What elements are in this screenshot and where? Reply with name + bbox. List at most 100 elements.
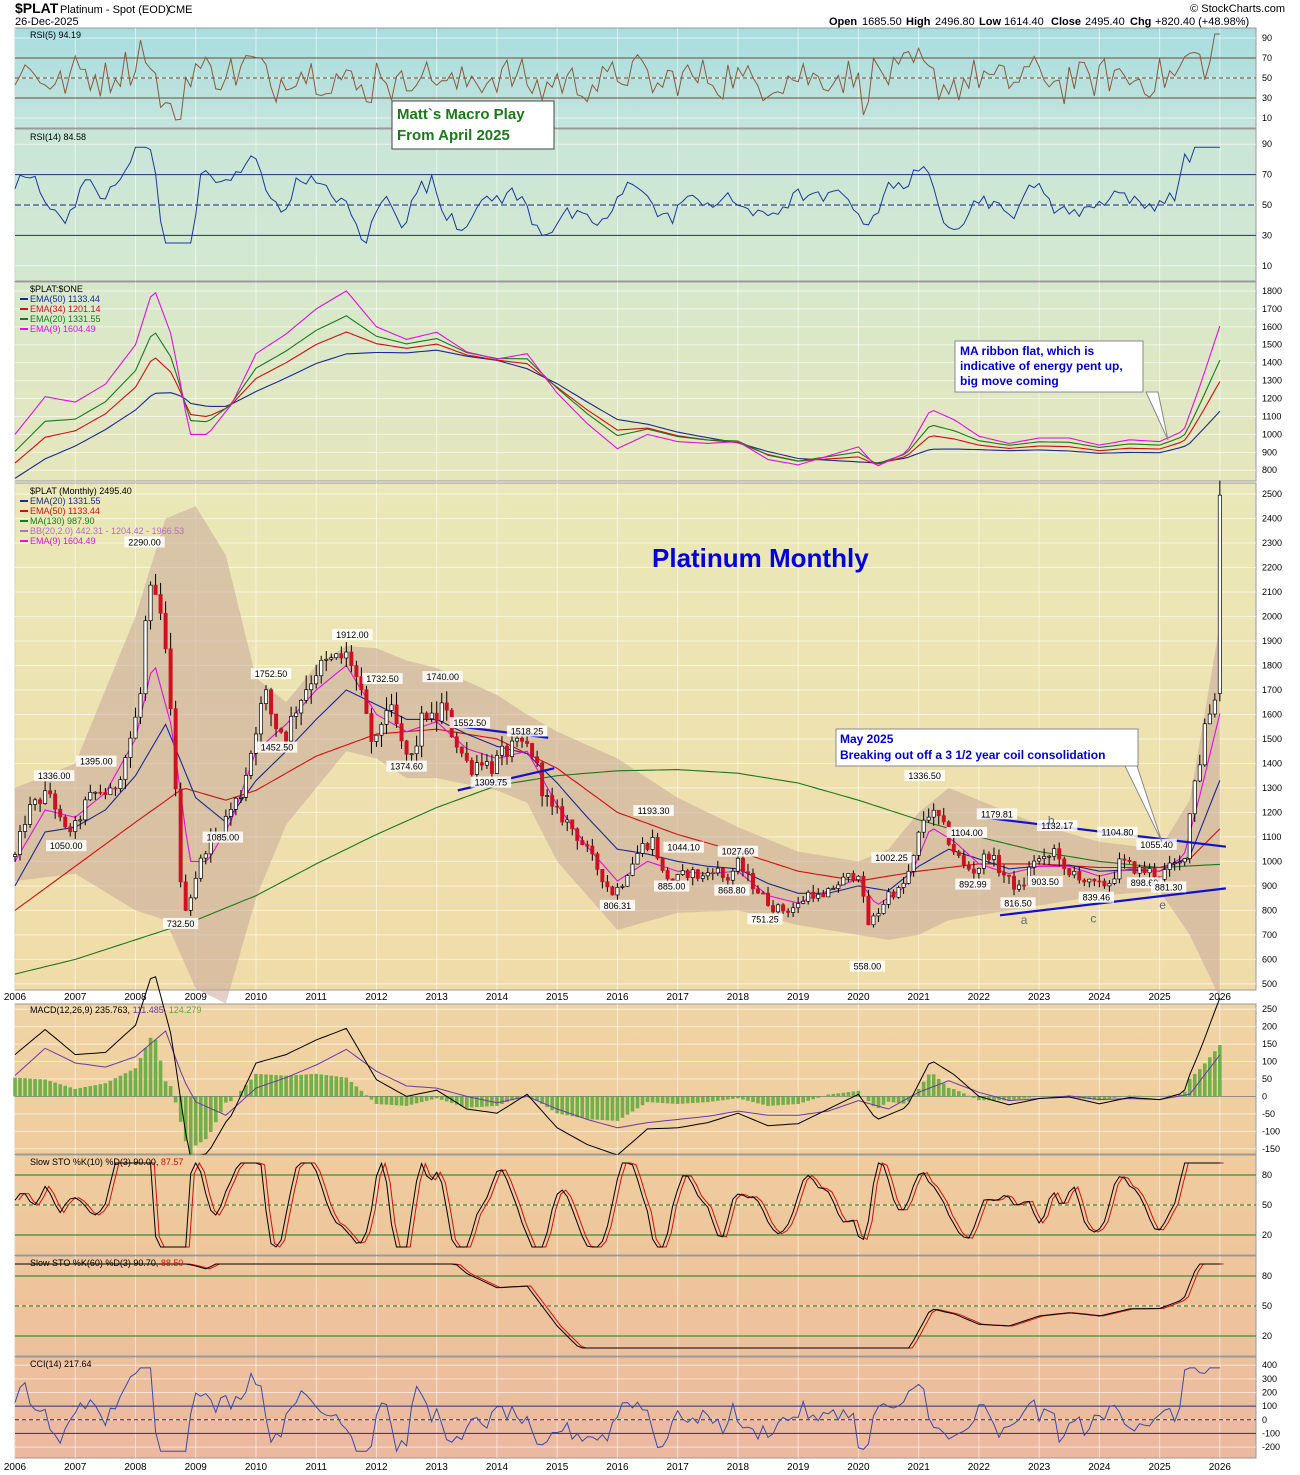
macd-hist-bar xyxy=(73,1088,78,1097)
ribbon-y-tick: 1500 xyxy=(1262,340,1282,350)
cci-bg xyxy=(14,1356,1257,1459)
candle-down xyxy=(570,819,575,830)
ma130-line xyxy=(14,769,1220,975)
candle-down xyxy=(771,905,776,913)
main-chart-title: Platinum Monthly xyxy=(652,543,869,573)
candle-up xyxy=(334,653,339,659)
price-label: 1055.40 xyxy=(1140,840,1173,850)
macd-y-tick: 250 xyxy=(1262,1004,1277,1014)
ohlc-chg-value: +820.40 (+48.98%) xyxy=(1155,16,1249,28)
macd-hist-bar xyxy=(670,1096,675,1104)
price-label: 1002.25 xyxy=(875,853,908,863)
macd-hist-bar xyxy=(796,1096,800,1104)
ohlc-close-value: 2495.40 xyxy=(1085,16,1125,28)
macd-hist-bar xyxy=(404,1096,409,1106)
macd-hist-bar xyxy=(700,1096,705,1103)
macd-hist-bar xyxy=(580,1096,585,1119)
macd-hist-bar xyxy=(645,1096,650,1103)
candle-up xyxy=(248,753,253,776)
ribbon-legend-title: $PLAT:$ONE xyxy=(30,284,83,294)
macd-hist-bar xyxy=(1192,1073,1197,1097)
price-label: 868.80 xyxy=(718,886,746,896)
macd-hist-bar xyxy=(505,1096,509,1103)
candle-down xyxy=(560,806,565,823)
macd-hist-bar xyxy=(921,1081,926,1097)
macd-hist-bar xyxy=(18,1077,22,1097)
price-label-bg xyxy=(256,741,298,753)
candle-down xyxy=(710,872,715,875)
candle-down xyxy=(951,844,956,853)
ohlc-chg-label: Chg xyxy=(1130,16,1151,28)
candle-down xyxy=(1057,848,1062,860)
macd-hist-bar xyxy=(560,1096,565,1115)
price-label: 1395.00 xyxy=(80,757,113,767)
macd-hist-bar xyxy=(128,1070,133,1097)
macd-hist-bar xyxy=(705,1096,710,1103)
macd-hist-bar xyxy=(495,1096,499,1106)
macd-hist-bar xyxy=(951,1089,956,1097)
macd-hist-bar xyxy=(1107,1096,1112,1099)
candle-down xyxy=(464,752,469,761)
macd-hist-bar xyxy=(1117,1096,1122,1098)
macd-hist-bar xyxy=(214,1096,218,1123)
macd-hist-bar xyxy=(630,1096,635,1112)
macd-hist-bar xyxy=(861,1095,866,1097)
macd-hist-bar xyxy=(324,1075,329,1097)
price-label-bg xyxy=(202,831,244,843)
candle-up xyxy=(1177,861,1182,864)
candle-up xyxy=(108,787,113,796)
macd-hist-bar xyxy=(786,1096,790,1105)
year-tick-label: 2025 xyxy=(1148,992,1171,1003)
macd-hist-bar xyxy=(660,1096,665,1104)
candle-up xyxy=(429,712,434,720)
macd-hist-bar xyxy=(1027,1096,1031,1098)
macd-hist-bar xyxy=(38,1079,42,1097)
macd-hist-bar xyxy=(480,1096,484,1107)
macd-hist-bar xyxy=(63,1085,68,1097)
candle-up xyxy=(319,659,324,677)
macd-hist-bar xyxy=(269,1074,273,1097)
candle-up xyxy=(379,724,384,736)
macd-hist-bar xyxy=(394,1096,399,1106)
price-label: 732.50 xyxy=(167,919,195,929)
candle-down xyxy=(339,653,344,659)
chart-date: 26-Dec-2025 xyxy=(15,16,79,28)
ohlc-open-label: Open xyxy=(829,16,857,28)
price-y-tick: 2100 xyxy=(1262,587,1282,597)
macd-hist-bar xyxy=(294,1075,298,1097)
candle-up xyxy=(615,887,620,896)
rsi14-y-tick: 90 xyxy=(1262,139,1272,149)
price-legend-item: MA(130) 987.90 xyxy=(30,516,95,526)
macd-hist-bar xyxy=(1087,1096,1092,1100)
candle-up xyxy=(228,808,233,817)
candle-down xyxy=(1077,871,1082,881)
candle-up xyxy=(409,753,414,756)
macd-hist-bar xyxy=(610,1096,615,1121)
macd-hist-bar xyxy=(831,1093,836,1097)
macd-hist-bar xyxy=(68,1087,73,1097)
price-y-tick: 500 xyxy=(1262,979,1277,989)
candle-up xyxy=(510,740,514,757)
macd-hist-bar xyxy=(163,1081,168,1097)
macd-hist-bar xyxy=(555,1096,559,1114)
price-label: 898.60 xyxy=(1131,878,1159,888)
year-tick-label: 2026 xyxy=(1209,992,1232,1003)
macd-hist-bar xyxy=(158,1060,163,1097)
macd-y-tick: 0 xyxy=(1262,1091,1267,1101)
year-tick-label-bottom: 2011 xyxy=(305,1462,327,1473)
price-legend-item: EMA(50) 1133.44 xyxy=(30,506,100,516)
macd-hist-bar xyxy=(188,1096,193,1155)
macd-hist-bar xyxy=(756,1096,760,1104)
macd-hist-bar xyxy=(309,1074,313,1097)
price-label-bg xyxy=(599,899,636,911)
price-y-tick: 1900 xyxy=(1262,636,1282,646)
candle-up xyxy=(33,799,38,805)
macd-hist-bar xyxy=(987,1096,991,1101)
candle-down xyxy=(183,881,188,911)
price-label-bg xyxy=(717,845,759,857)
macd-hist-bar xyxy=(711,1096,715,1102)
candle-up xyxy=(801,900,806,904)
macd-hist-bar xyxy=(685,1096,690,1104)
price-label: 1452.50 xyxy=(261,743,294,753)
macd-hist-bar xyxy=(946,1087,951,1097)
